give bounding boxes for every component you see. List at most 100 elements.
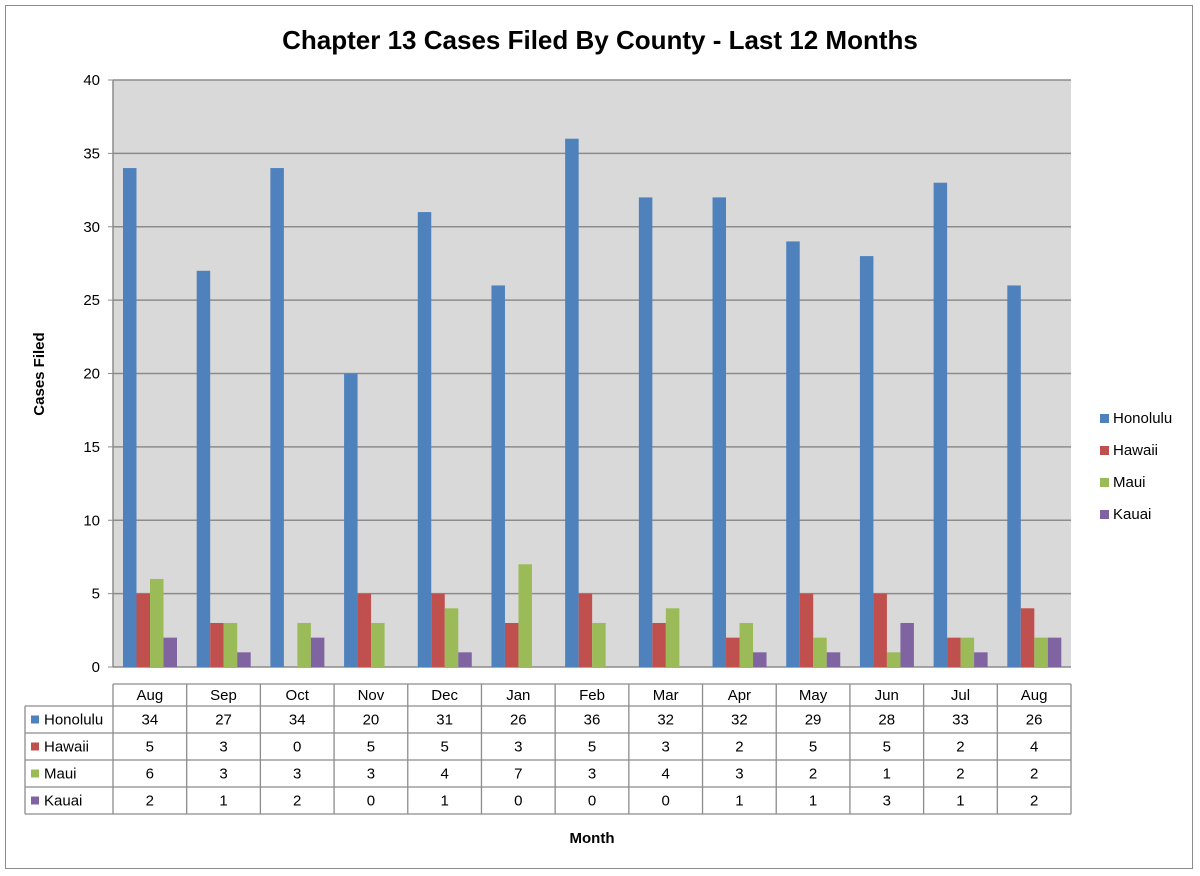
table-cell: 3 bbox=[293, 766, 301, 783]
table-cell: 3 bbox=[735, 766, 743, 783]
x-category-label: Oct bbox=[286, 687, 310, 704]
table-cell: 7 bbox=[514, 766, 522, 783]
bar-maui-5 bbox=[518, 564, 532, 667]
table-cell: 32 bbox=[731, 712, 748, 729]
bar-hawaii-9 bbox=[799, 593, 814, 667]
table-cell: 5 bbox=[367, 739, 375, 756]
table-cell: 34 bbox=[289, 712, 306, 729]
table-cell: 1 bbox=[809, 793, 817, 810]
table-cell: 3 bbox=[883, 793, 891, 810]
y-tick-label: 25 bbox=[83, 292, 100, 309]
bar-hawaii-12 bbox=[1020, 608, 1035, 667]
x-category-label: Mar bbox=[653, 687, 679, 704]
table-cell: 2 bbox=[956, 766, 964, 783]
table-cell: 28 bbox=[878, 712, 895, 729]
bar-honolulu-7 bbox=[638, 197, 653, 667]
table-legend-key-maui bbox=[31, 769, 39, 778]
bar-hawaii-7 bbox=[652, 622, 666, 667]
y-axis-title: Cases Filed bbox=[31, 332, 48, 415]
bar-kauai-12 bbox=[1047, 637, 1062, 667]
table-cell: 4 bbox=[1030, 739, 1038, 756]
bar-hawaii-6 bbox=[578, 593, 593, 667]
table-cell: 4 bbox=[662, 766, 670, 783]
table-cell: 0 bbox=[514, 793, 522, 810]
x-category-label: May bbox=[799, 687, 828, 704]
bar-hawaii-0 bbox=[136, 593, 150, 667]
y-tick-label: 35 bbox=[83, 145, 100, 162]
table-cell: 1 bbox=[440, 793, 448, 810]
table-cell: 6 bbox=[146, 766, 154, 783]
x-category-label: Jul bbox=[951, 687, 970, 704]
bar-kauai-1 bbox=[237, 652, 251, 667]
x-category-label: Apr bbox=[728, 687, 751, 704]
table-cell: 32 bbox=[657, 712, 674, 729]
legend-key-honolulu bbox=[1100, 414, 1109, 423]
table-cell: 2 bbox=[735, 739, 743, 756]
table-cell: 26 bbox=[1026, 712, 1043, 729]
bar-kauai-8 bbox=[753, 652, 767, 667]
bar-maui-4 bbox=[444, 608, 459, 667]
table-series-label: Maui bbox=[44, 766, 77, 783]
bar-maui-3 bbox=[371, 622, 385, 667]
bar-maui-1 bbox=[223, 622, 238, 667]
table-cell: 0 bbox=[588, 793, 596, 810]
chart-title: Chapter 13 Cases Filed By County - Last … bbox=[282, 25, 918, 55]
x-category-label: Nov bbox=[358, 687, 385, 704]
x-axis-title: Month bbox=[570, 830, 615, 847]
legend-key-maui bbox=[1100, 478, 1109, 487]
legend-label-maui: Maui bbox=[1113, 474, 1146, 491]
bar-hawaii-8 bbox=[726, 637, 740, 667]
table-cell: 4 bbox=[440, 766, 448, 783]
x-category-label: Aug bbox=[136, 687, 163, 704]
table-cell: 34 bbox=[142, 712, 159, 729]
table-cell: 3 bbox=[514, 739, 522, 756]
table-cell: 1 bbox=[956, 793, 964, 810]
bar-honolulu-2 bbox=[270, 168, 284, 668]
bar-honolulu-12 bbox=[1007, 285, 1021, 667]
table-cell: 3 bbox=[219, 766, 227, 783]
bar-honolulu-8 bbox=[712, 197, 727, 667]
bar-maui-0 bbox=[150, 578, 164, 667]
bar-honolulu-9 bbox=[786, 241, 800, 668]
bar-maui-12 bbox=[1034, 637, 1048, 667]
x-category-label: Feb bbox=[579, 687, 605, 704]
table-cell: 2 bbox=[1030, 793, 1038, 810]
bar-hawaii-3 bbox=[357, 593, 372, 667]
legend-label-kauai: Kauai bbox=[1113, 506, 1151, 523]
table-cell: 5 bbox=[809, 739, 817, 756]
y-tick-label: 5 bbox=[92, 586, 100, 603]
bar-maui-11 bbox=[960, 637, 975, 667]
y-tick-label: 15 bbox=[83, 439, 100, 456]
table-series-label: Kauai bbox=[44, 793, 82, 810]
table-cell: 36 bbox=[584, 712, 601, 729]
table-cell: 26 bbox=[510, 712, 527, 729]
bar-honolulu-5 bbox=[491, 285, 505, 667]
x-category-label: Aug bbox=[1021, 687, 1048, 704]
bar-hawaii-11 bbox=[947, 637, 961, 667]
bar-honolulu-6 bbox=[565, 138, 579, 667]
x-category-label: Sep bbox=[210, 687, 237, 704]
table-cell: 29 bbox=[805, 712, 822, 729]
bar-honolulu-3 bbox=[344, 373, 358, 667]
table-legend-key-kauai bbox=[31, 796, 39, 805]
bar-hawaii-5 bbox=[504, 622, 519, 667]
table-cell: 0 bbox=[367, 793, 375, 810]
y-tick-label: 0 bbox=[92, 659, 100, 676]
table-cell: 31 bbox=[436, 712, 453, 729]
table-legend-key-honolulu bbox=[31, 715, 39, 724]
legend-key-hawaii bbox=[1100, 446, 1109, 455]
table-cell: 2 bbox=[809, 766, 817, 783]
bar-maui-10 bbox=[886, 652, 901, 667]
bar-kauai-4 bbox=[458, 652, 472, 667]
table-cell: 3 bbox=[219, 739, 227, 756]
y-tick-label: 30 bbox=[83, 219, 100, 236]
x-category-label: Dec bbox=[431, 687, 458, 704]
y-tick-label: 40 bbox=[83, 72, 100, 89]
table-cell: 5 bbox=[146, 739, 154, 756]
bar-maui-7 bbox=[665, 608, 680, 667]
table-cell: 3 bbox=[367, 766, 375, 783]
table-cell: 5 bbox=[588, 739, 596, 756]
table-cell: 2 bbox=[1030, 766, 1038, 783]
bar-kauai-10 bbox=[900, 622, 914, 667]
